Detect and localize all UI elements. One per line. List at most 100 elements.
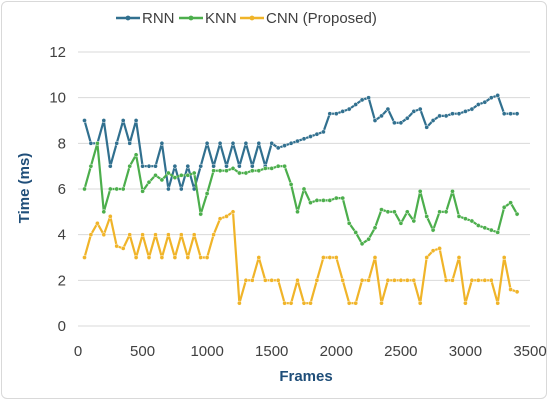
data-point [346, 300, 352, 306]
y-tick-label: 10 [49, 90, 66, 107]
data-point [514, 289, 520, 295]
data-point [82, 118, 87, 123]
data-point [295, 277, 300, 283]
data-point [262, 166, 268, 171]
series-1 [82, 140, 520, 247]
data-point [82, 255, 87, 260]
data-point [146, 179, 152, 185]
data-point [153, 163, 158, 169]
data-point [450, 188, 455, 194]
x-tick-label: 3000 [449, 343, 482, 360]
data-point [333, 111, 339, 117]
data-point [114, 140, 120, 146]
data-point [372, 118, 378, 123]
data-point [379, 207, 384, 212]
data-point [275, 163, 281, 169]
data-point [385, 209, 391, 215]
data-point [172, 175, 178, 180]
data-point [133, 152, 139, 158]
data-point [230, 140, 236, 146]
data-point [127, 140, 133, 146]
data-point [495, 300, 501, 306]
x-tick-label: 0 [74, 343, 82, 360]
legend-item: RNN [116, 10, 175, 27]
data-point [327, 255, 333, 260]
data-point [327, 198, 333, 203]
data-point [256, 255, 262, 260]
data-point [217, 168, 223, 174]
data-point [508, 287, 513, 292]
data-point [275, 145, 281, 151]
data-point [321, 198, 326, 203]
data-point [146, 163, 152, 169]
data-point [392, 120, 397, 126]
data-point [120, 186, 126, 192]
data-point [178, 232, 184, 238]
data-point [82, 186, 87, 192]
data-point [372, 255, 378, 260]
data-point [321, 129, 326, 135]
series-2 [82, 209, 520, 306]
data-point [211, 232, 216, 238]
data-point [198, 255, 204, 260]
series-layer [82, 93, 520, 306]
data-point [488, 95, 494, 101]
data-point [482, 277, 488, 283]
data-point [482, 225, 488, 231]
data-point [508, 200, 513, 206]
y-tick-label: 6 [58, 181, 66, 198]
data-point [340, 109, 346, 114]
data-point [430, 118, 436, 123]
data-point [95, 140, 100, 146]
data-point [417, 106, 423, 112]
data-point [88, 232, 94, 238]
data-point [404, 115, 410, 121]
data-point [256, 140, 262, 146]
data-point [404, 277, 410, 283]
data-point [424, 214, 430, 219]
data-point [237, 170, 242, 176]
data-point [133, 118, 139, 123]
data-point [217, 140, 223, 146]
data-point [411, 277, 417, 283]
data-point [140, 232, 145, 238]
data-point [333, 255, 339, 260]
data-point [101, 118, 107, 123]
data-point [114, 243, 120, 249]
data-point [353, 230, 359, 235]
data-point [295, 138, 300, 144]
data-point [101, 232, 107, 238]
data-point [269, 140, 275, 146]
x-tick-label: 3500 [513, 343, 546, 360]
x-tick-labels: 0 500 1000 1500 2000 2500 3000 3500 [74, 343, 547, 360]
data-point [308, 134, 313, 139]
data-point [366, 277, 371, 283]
data-point [269, 166, 275, 171]
data-point [437, 246, 442, 251]
x-tick-label: 2500 [384, 343, 417, 360]
data-point [256, 168, 262, 174]
data-point [185, 172, 191, 178]
data-point [120, 246, 126, 251]
data-point [314, 131, 320, 137]
data-point [398, 277, 404, 283]
data-point [185, 255, 191, 260]
data-point [282, 300, 287, 306]
data-point [379, 113, 384, 119]
data-point [133, 255, 139, 260]
y-axis-title: Time (ms) [16, 153, 33, 224]
data-point [198, 211, 204, 217]
x-tick-label: 1000 [190, 343, 223, 360]
data-point [211, 163, 216, 169]
legend-item: CNN (Proposed) [240, 10, 377, 27]
data-point [372, 225, 378, 231]
data-point [114, 186, 120, 192]
data-point [321, 255, 326, 260]
data-point [417, 188, 423, 194]
data-point [437, 113, 442, 119]
data-point [217, 216, 223, 222]
data-point [469, 106, 475, 112]
data-point [237, 300, 242, 306]
data-point [249, 277, 255, 283]
data-point [488, 227, 494, 233]
